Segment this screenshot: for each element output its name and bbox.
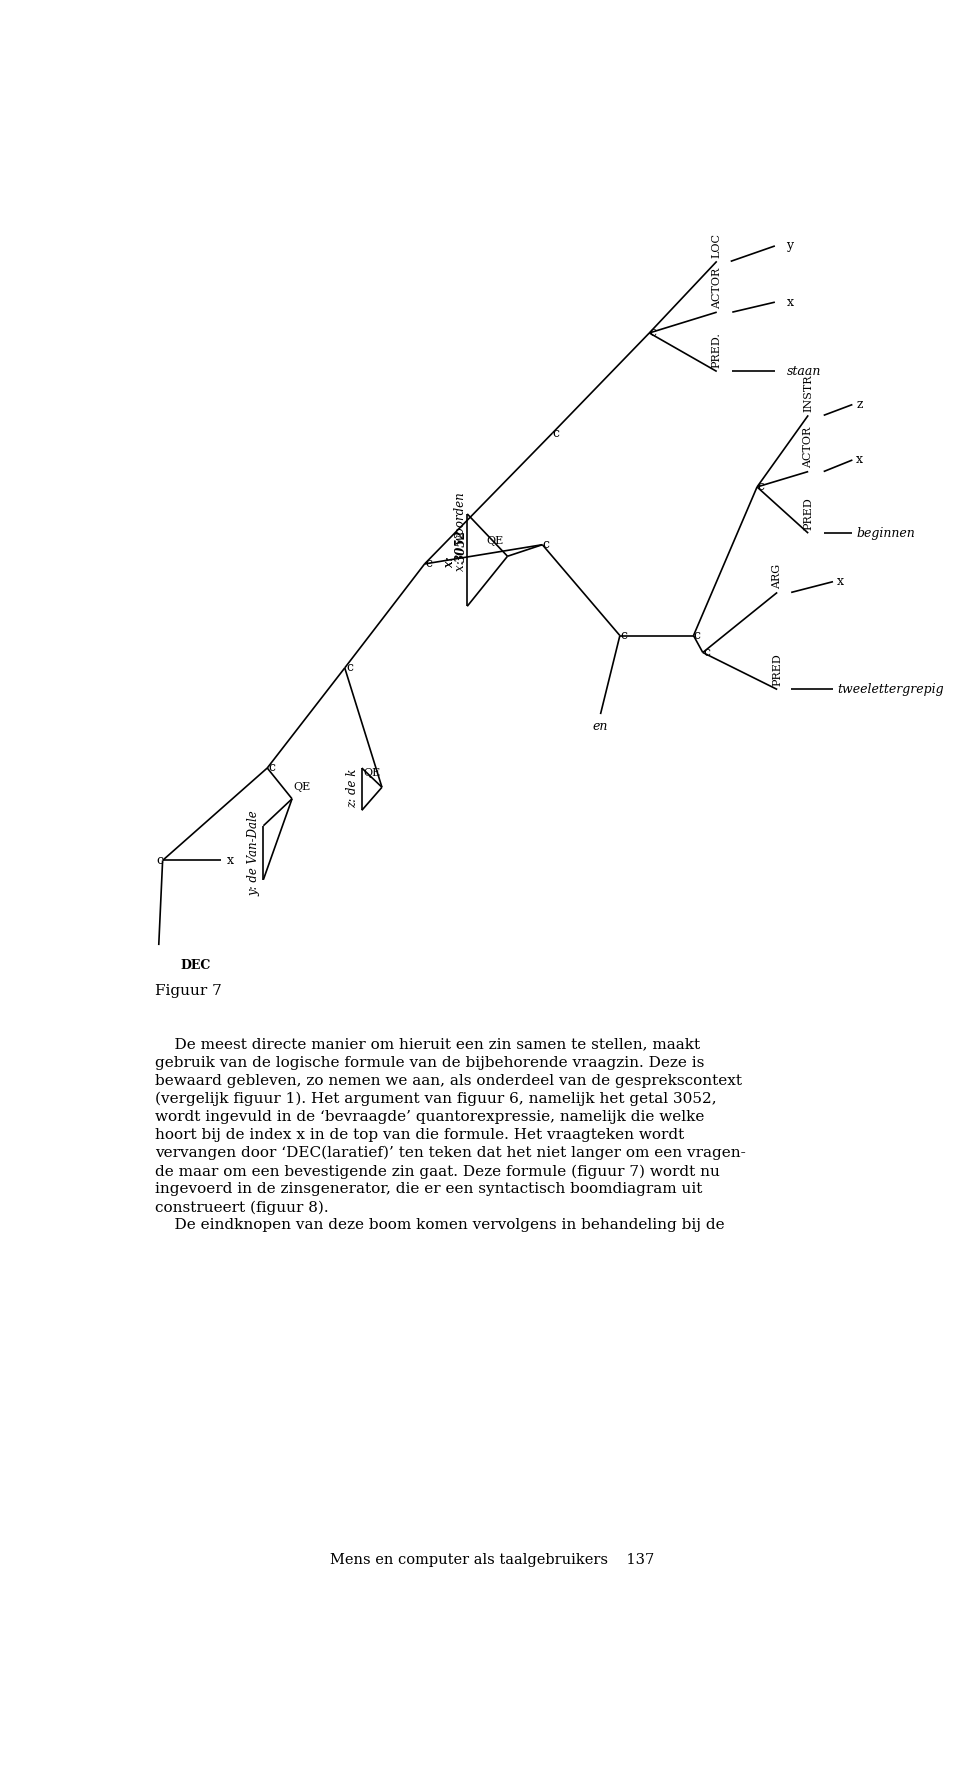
Text: ARG: ARG: [772, 564, 782, 589]
Text: c: c: [542, 538, 550, 552]
Text: LOC: LOC: [711, 233, 722, 258]
Text: 3052: 3052: [454, 530, 468, 562]
Text: PRED.: PRED.: [711, 333, 722, 368]
Text: x:: x:: [454, 557, 468, 571]
Text: c: c: [156, 854, 163, 867]
Text: staan: staan: [786, 365, 821, 377]
Text: gebruik van de logische formule van de bijbehorende vraagzin. Deze is: gebruik van de logische formule van de b…: [155, 1056, 705, 1070]
Text: x: x: [837, 575, 844, 587]
Text: QE: QE: [487, 536, 504, 546]
Text: beginnen: beginnen: [856, 527, 915, 539]
Text: c: c: [425, 557, 432, 570]
Text: x:: x:: [444, 554, 456, 568]
Text: en: en: [593, 721, 609, 733]
Text: bewaard gebleven, zo nemen we aan, als onderdeel van de gesprekscontext: bewaard gebleven, zo nemen we aan, als o…: [155, 1073, 742, 1088]
Text: y: y: [786, 240, 794, 253]
Text: c: c: [703, 646, 710, 659]
Text: construeert (figuur 8).: construeert (figuur 8).: [155, 1200, 328, 1214]
Text: tweelettergrepig: tweelettergrepig: [837, 684, 944, 696]
Text: c: c: [269, 762, 276, 774]
Text: De meest directe manier om hieruit een zin samen te stellen, maakt: De meest directe manier om hieruit een z…: [155, 1038, 700, 1052]
Text: hoort bij de index x in de top van die formule. Het vraagteken wordt: hoort bij de index x in de top van die f…: [155, 1129, 684, 1143]
Text: ACTOR: ACTOR: [804, 427, 813, 468]
Text: z: z: [856, 399, 863, 411]
Text: x: x: [786, 295, 794, 308]
Text: wordt ingevuld in de ‘bevraagde’ quantorexpressie, namelijk die welke: wordt ingevuld in de ‘bevraagde’ quantor…: [155, 1111, 705, 1123]
Text: c: c: [694, 628, 701, 643]
Text: (vergelijk figuur 1). Het argument van figuur 6, namelijk het getal 3052,: (vergelijk figuur 1). Het argument van f…: [155, 1091, 716, 1105]
Text: Figuur 7: Figuur 7: [155, 984, 222, 997]
Text: PRED: PRED: [804, 497, 813, 530]
Text: ingevoerd in de zinsgenerator, die er een syntactisch boomdiagram uit: ingevoerd in de zinsgenerator, die er ee…: [155, 1182, 703, 1196]
Text: QE: QE: [294, 781, 311, 792]
Text: PRED: PRED: [772, 653, 782, 687]
Text: z: de k: z: de k: [346, 769, 359, 808]
Text: x:: x:: [444, 554, 456, 568]
Text: ACTOR: ACTOR: [711, 267, 722, 310]
Text: de maar om een bevestigende zin gaat. Deze formule (figuur 7) wordt nu: de maar om een bevestigende zin gaat. De…: [155, 1164, 720, 1178]
Text: x: x: [856, 454, 863, 466]
Text: x: x: [227, 854, 234, 867]
Text: Mens en computer als taalgebruikers    137: Mens en computer als taalgebruikers 137: [330, 1554, 654, 1566]
Text: DEC: DEC: [180, 959, 211, 972]
Text: c: c: [553, 427, 560, 440]
Text: c: c: [650, 326, 657, 340]
Text: vervangen door ‘DEC(laratief)’ ten teken dat het niet langer om een vragen-: vervangen door ‘DEC(laratief)’ ten teken…: [155, 1146, 746, 1161]
Text: QE: QE: [363, 769, 380, 778]
Text: De eindknopen van deze boom komen vervolgens in behandeling bij de: De eindknopen van deze boom komen vervol…: [155, 1219, 725, 1232]
Text: y: de Van-Dale: y: de Van-Dale: [248, 810, 260, 895]
Text: c: c: [757, 481, 764, 493]
Text: woorden: woorden: [454, 493, 468, 548]
Text: c: c: [620, 628, 627, 643]
Text: c: c: [346, 662, 353, 675]
Text: INSTR: INSTR: [804, 376, 813, 413]
